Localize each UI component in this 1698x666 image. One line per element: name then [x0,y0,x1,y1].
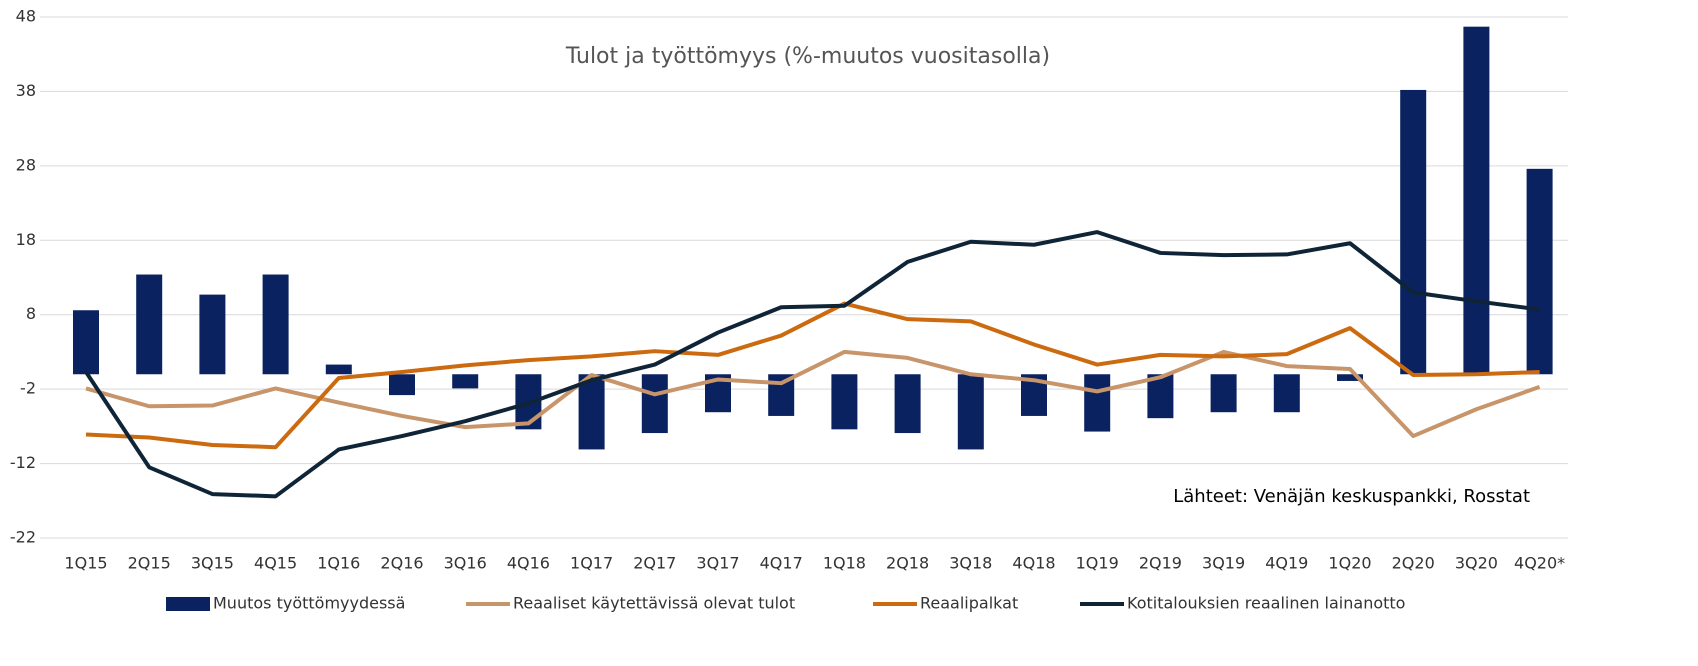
bar [389,374,415,396]
legend-label: Muutos työttömyydessä [213,594,405,613]
x-tick-label: 2Q17 [633,554,676,573]
y-tick-label: -12 [10,453,36,472]
y-tick-label: -22 [10,528,36,547]
bar [1273,374,1300,413]
bar [452,374,479,389]
line [84,230,1540,499]
bar [1400,89,1427,375]
x-tick-label: 4Q15 [254,554,297,573]
x-tick-label: 1Q19 [1076,554,1119,573]
bar [136,274,163,375]
bar [1210,374,1237,413]
x-tick-label: 4Q18 [1012,554,1055,573]
x-tick-label: 4Q19 [1265,554,1308,573]
bar [641,374,668,434]
legend-label: Kotitalouksien reaalinen lainanotto [1127,594,1405,613]
bar [199,294,226,375]
annotation: Lähteet: Venäjän keskuspankki, Rosstat [1173,486,1530,507]
y-tick-label: -2 [20,379,36,398]
x-tick-label: 4Q17 [760,554,803,573]
x-tick-label: 1Q20 [1328,554,1371,573]
bar [1526,168,1553,375]
x-tick-label: 2Q18 [886,554,929,573]
bar [1147,374,1174,419]
line [85,301,1540,450]
y-tick-label: 18 [16,230,36,249]
x-tick-label: 3Q15 [191,554,234,573]
bar [831,374,858,430]
bar [578,374,605,450]
x-tick-label: 4Q16 [507,554,550,573]
bar [1337,374,1363,381]
x-tick-label: 3Q18 [949,554,992,573]
bar [957,374,984,450]
x-tick-label: 2Q15 [128,554,171,573]
x-tick-label: 2Q20 [1392,554,1435,573]
x-tick-label: 3Q16 [444,554,487,573]
x-tick-label: 3Q17 [696,554,739,573]
chart-title: Tulot ja työttömyys (%-muutos vuositasol… [565,44,1050,69]
line [85,349,1541,439]
bar [1463,26,1490,375]
legend-label: Reaaliset käytettävissä olevat tulot [513,594,795,613]
x-tick-label: 2Q16 [380,554,423,573]
bar [894,374,921,434]
bar [325,364,352,375]
x-tick-label: 1Q17 [570,554,613,573]
y-tick-label: 8 [26,304,36,323]
y-tick-label: 28 [16,155,36,174]
bar [1084,374,1111,432]
y-tick-label: 38 [16,81,36,100]
x-tick-label: 3Q19 [1202,554,1245,573]
legend-label: Reaalipalkat [920,594,1018,613]
bar [73,310,99,375]
x-tick-label: 3Q20 [1455,554,1498,573]
legend-swatch [166,597,210,611]
bar [262,274,289,375]
y-tick-label: 48 [16,7,36,26]
x-tick-label: 1Q16 [317,554,360,573]
x-tick-label: 4Q20* [1514,554,1565,573]
x-tick-label: 2Q19 [1139,554,1182,573]
x-tick-label: 1Q15 [64,554,107,573]
x-tick-label: 1Q18 [823,554,866,573]
